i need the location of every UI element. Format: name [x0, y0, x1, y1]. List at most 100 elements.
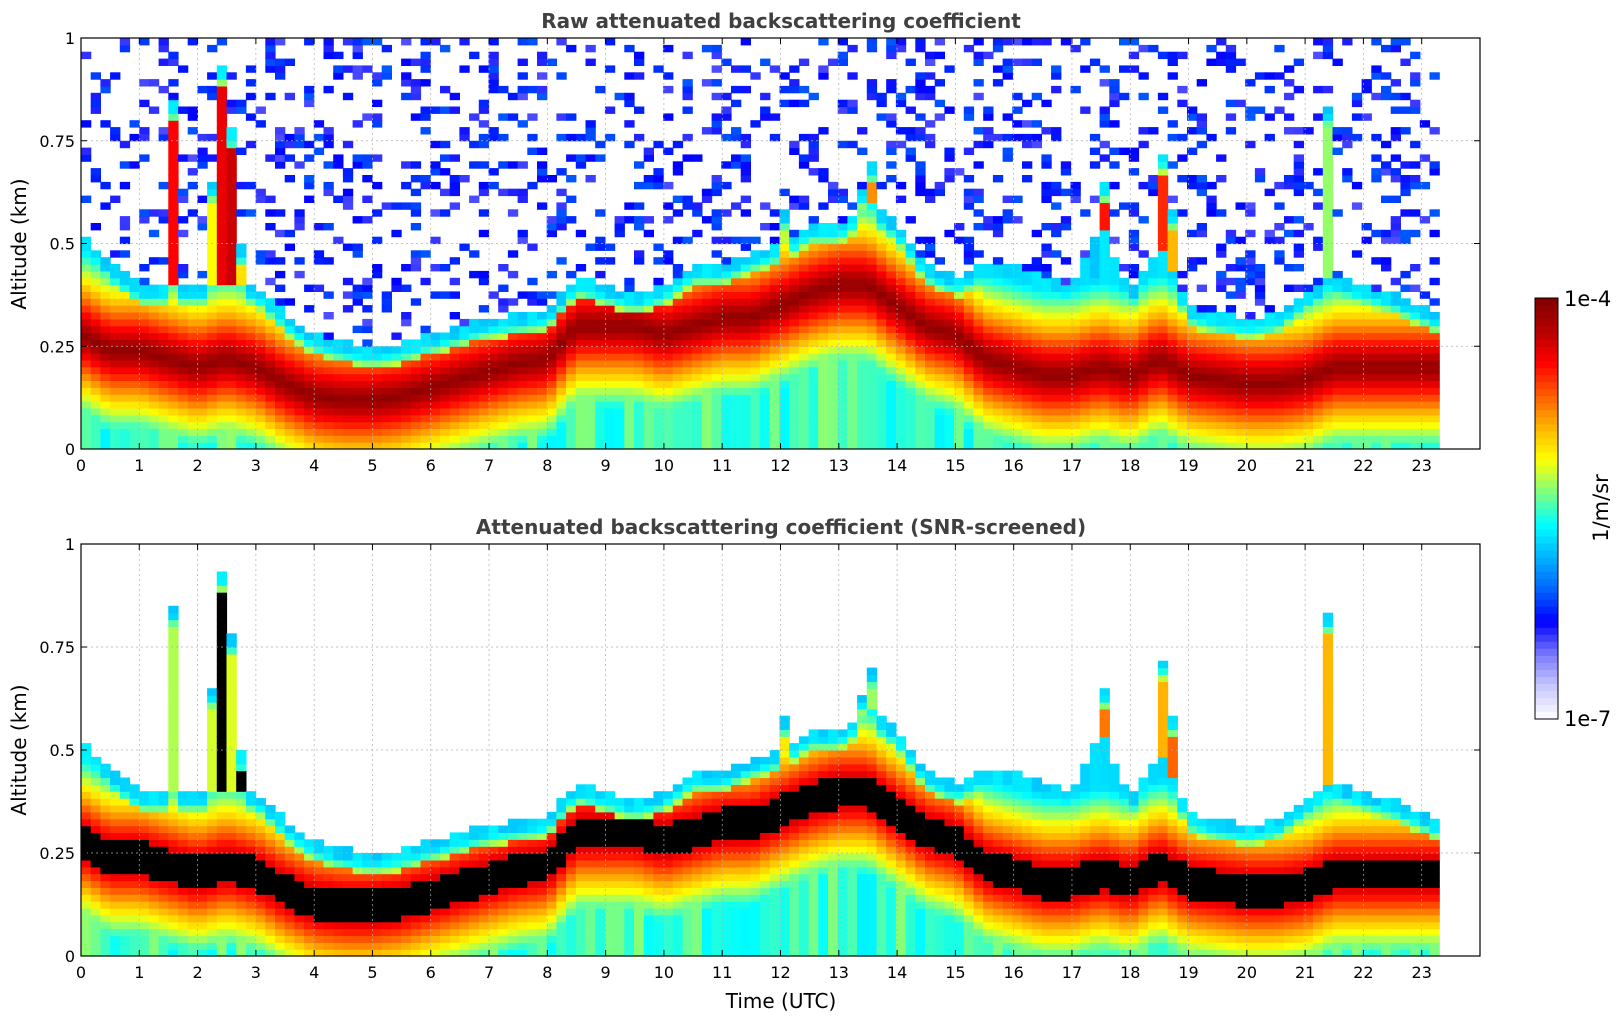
heatmap-cell — [769, 407, 781, 416]
heatmap-cell — [1216, 175, 1227, 183]
heatmap-cell — [1167, 332, 1178, 340]
heatmap-cell — [1148, 428, 1159, 436]
heatmap-cell — [760, 407, 771, 416]
heatmap-cell — [905, 85, 916, 94]
heatmap-cell — [1089, 291, 1101, 299]
heatmap-cell — [216, 387, 228, 395]
heatmap-cell — [1089, 428, 1101, 436]
heatmap-cell — [604, 106, 616, 114]
heatmap-cell — [711, 51, 722, 60]
heatmap-cell — [216, 346, 228, 354]
heatmap-cell — [372, 113, 383, 121]
heatmap-cell — [401, 380, 412, 388]
heatmap-cell — [1109, 181, 1120, 190]
heatmap-cell — [886, 85, 897, 94]
heatmap-cell — [1390, 44, 1401, 53]
heatmap-cell — [895, 140, 907, 149]
heatmap-cell — [983, 113, 994, 121]
heatmap-cell — [1216, 421, 1227, 429]
heatmap-cell — [566, 387, 577, 395]
heatmap-cell — [498, 325, 509, 334]
heatmap-cell — [381, 65, 392, 73]
heatmap-cell — [245, 401, 257, 409]
heatmap-cell — [585, 44, 596, 53]
heatmap-cell — [410, 85, 422, 94]
heatmap-cell — [983, 346, 994, 354]
heatmap-cell — [731, 202, 742, 210]
heatmap-cell — [866, 407, 878, 416]
heatmap-cell — [1119, 353, 1130, 361]
heatmap-cell — [1254, 339, 1266, 347]
heatmap-cell — [527, 298, 538, 306]
heatmap-cell — [575, 332, 587, 340]
heatmap-cell — [1332, 401, 1343, 409]
heatmap-cell — [731, 366, 742, 375]
heatmap-cell — [604, 394, 616, 402]
heatmap-cell — [798, 359, 810, 368]
heatmap-cell — [866, 243, 878, 251]
heatmap-cell — [934, 298, 945, 306]
heatmap-cell — [798, 236, 810, 245]
heatmap-cell — [866, 181, 878, 190]
heatmap-cell — [1429, 209, 1440, 217]
heatmap-cell — [1187, 373, 1198, 381]
heatmap-cell — [1351, 435, 1363, 443]
heatmap-cell — [478, 359, 490, 368]
heatmap-cell — [1245, 428, 1256, 436]
heatmap-cell — [682, 154, 693, 162]
heatmap-cell — [1410, 229, 1421, 238]
heatmap-cell — [1051, 435, 1062, 443]
heatmap-cell — [352, 291, 363, 299]
heatmap-cell — [1148, 339, 1159, 347]
heatmap-cell — [585, 428, 596, 436]
heatmap-cell — [692, 318, 703, 327]
heatmap-cell — [818, 38, 829, 46]
heatmap-cell — [866, 175, 878, 183]
heatmap-cell — [1060, 305, 1072, 313]
heatmap-cell — [828, 407, 839, 416]
heatmap-cell — [1225, 291, 1237, 299]
heatmap-cell — [701, 442, 713, 450]
heatmap-cell — [701, 270, 713, 279]
heatmap-cell — [81, 825, 92, 833]
heatmap-cell — [90, 846, 101, 854]
heatmap-cell — [1177, 51, 1188, 60]
heatmap-cell — [90, 380, 101, 388]
heatmap-cell — [1070, 435, 1081, 443]
heatmap-cell — [1235, 442, 1246, 450]
heatmap-cell — [1313, 332, 1324, 340]
heatmap-cell — [866, 250, 878, 258]
heatmap-cell — [313, 147, 325, 155]
heatmap-cell — [915, 127, 926, 135]
heatmap-cell — [857, 223, 868, 231]
heatmap-cell — [352, 442, 363, 450]
heatmap-cell — [469, 140, 480, 149]
heatmap-cell — [1167, 373, 1178, 381]
heatmap-cell — [1012, 106, 1023, 114]
heatmap-cell — [653, 428, 664, 436]
heatmap-cell — [342, 65, 354, 73]
heatmap-cell — [721, 332, 732, 340]
heatmap-cell — [595, 380, 606, 388]
heatmap-cell — [1157, 387, 1169, 395]
heatmap-cell — [517, 318, 528, 327]
heatmap-cell — [886, 284, 897, 292]
heatmap-cell — [1041, 318, 1052, 327]
heatmap-cell — [469, 387, 480, 395]
heatmap-cell — [1167, 305, 1178, 313]
heatmap-cell — [1167, 346, 1178, 354]
heatmap-cell — [1206, 387, 1217, 395]
heatmap-cell — [1410, 435, 1421, 443]
heatmap-cell — [1381, 387, 1392, 395]
heatmap-cell — [1187, 127, 1198, 135]
heatmap-cell — [1089, 380, 1101, 388]
heatmap-cell — [866, 79, 878, 87]
heatmap-cell — [915, 380, 926, 388]
heatmap-cell — [1157, 257, 1169, 265]
heatmap-cell — [1351, 133, 1363, 142]
heatmap-cell — [808, 277, 819, 286]
heatmap-cell — [158, 339, 169, 347]
heatmap-cell — [517, 58, 528, 66]
heatmap-cell — [740, 264, 751, 272]
heatmap-cell — [1148, 257, 1159, 265]
